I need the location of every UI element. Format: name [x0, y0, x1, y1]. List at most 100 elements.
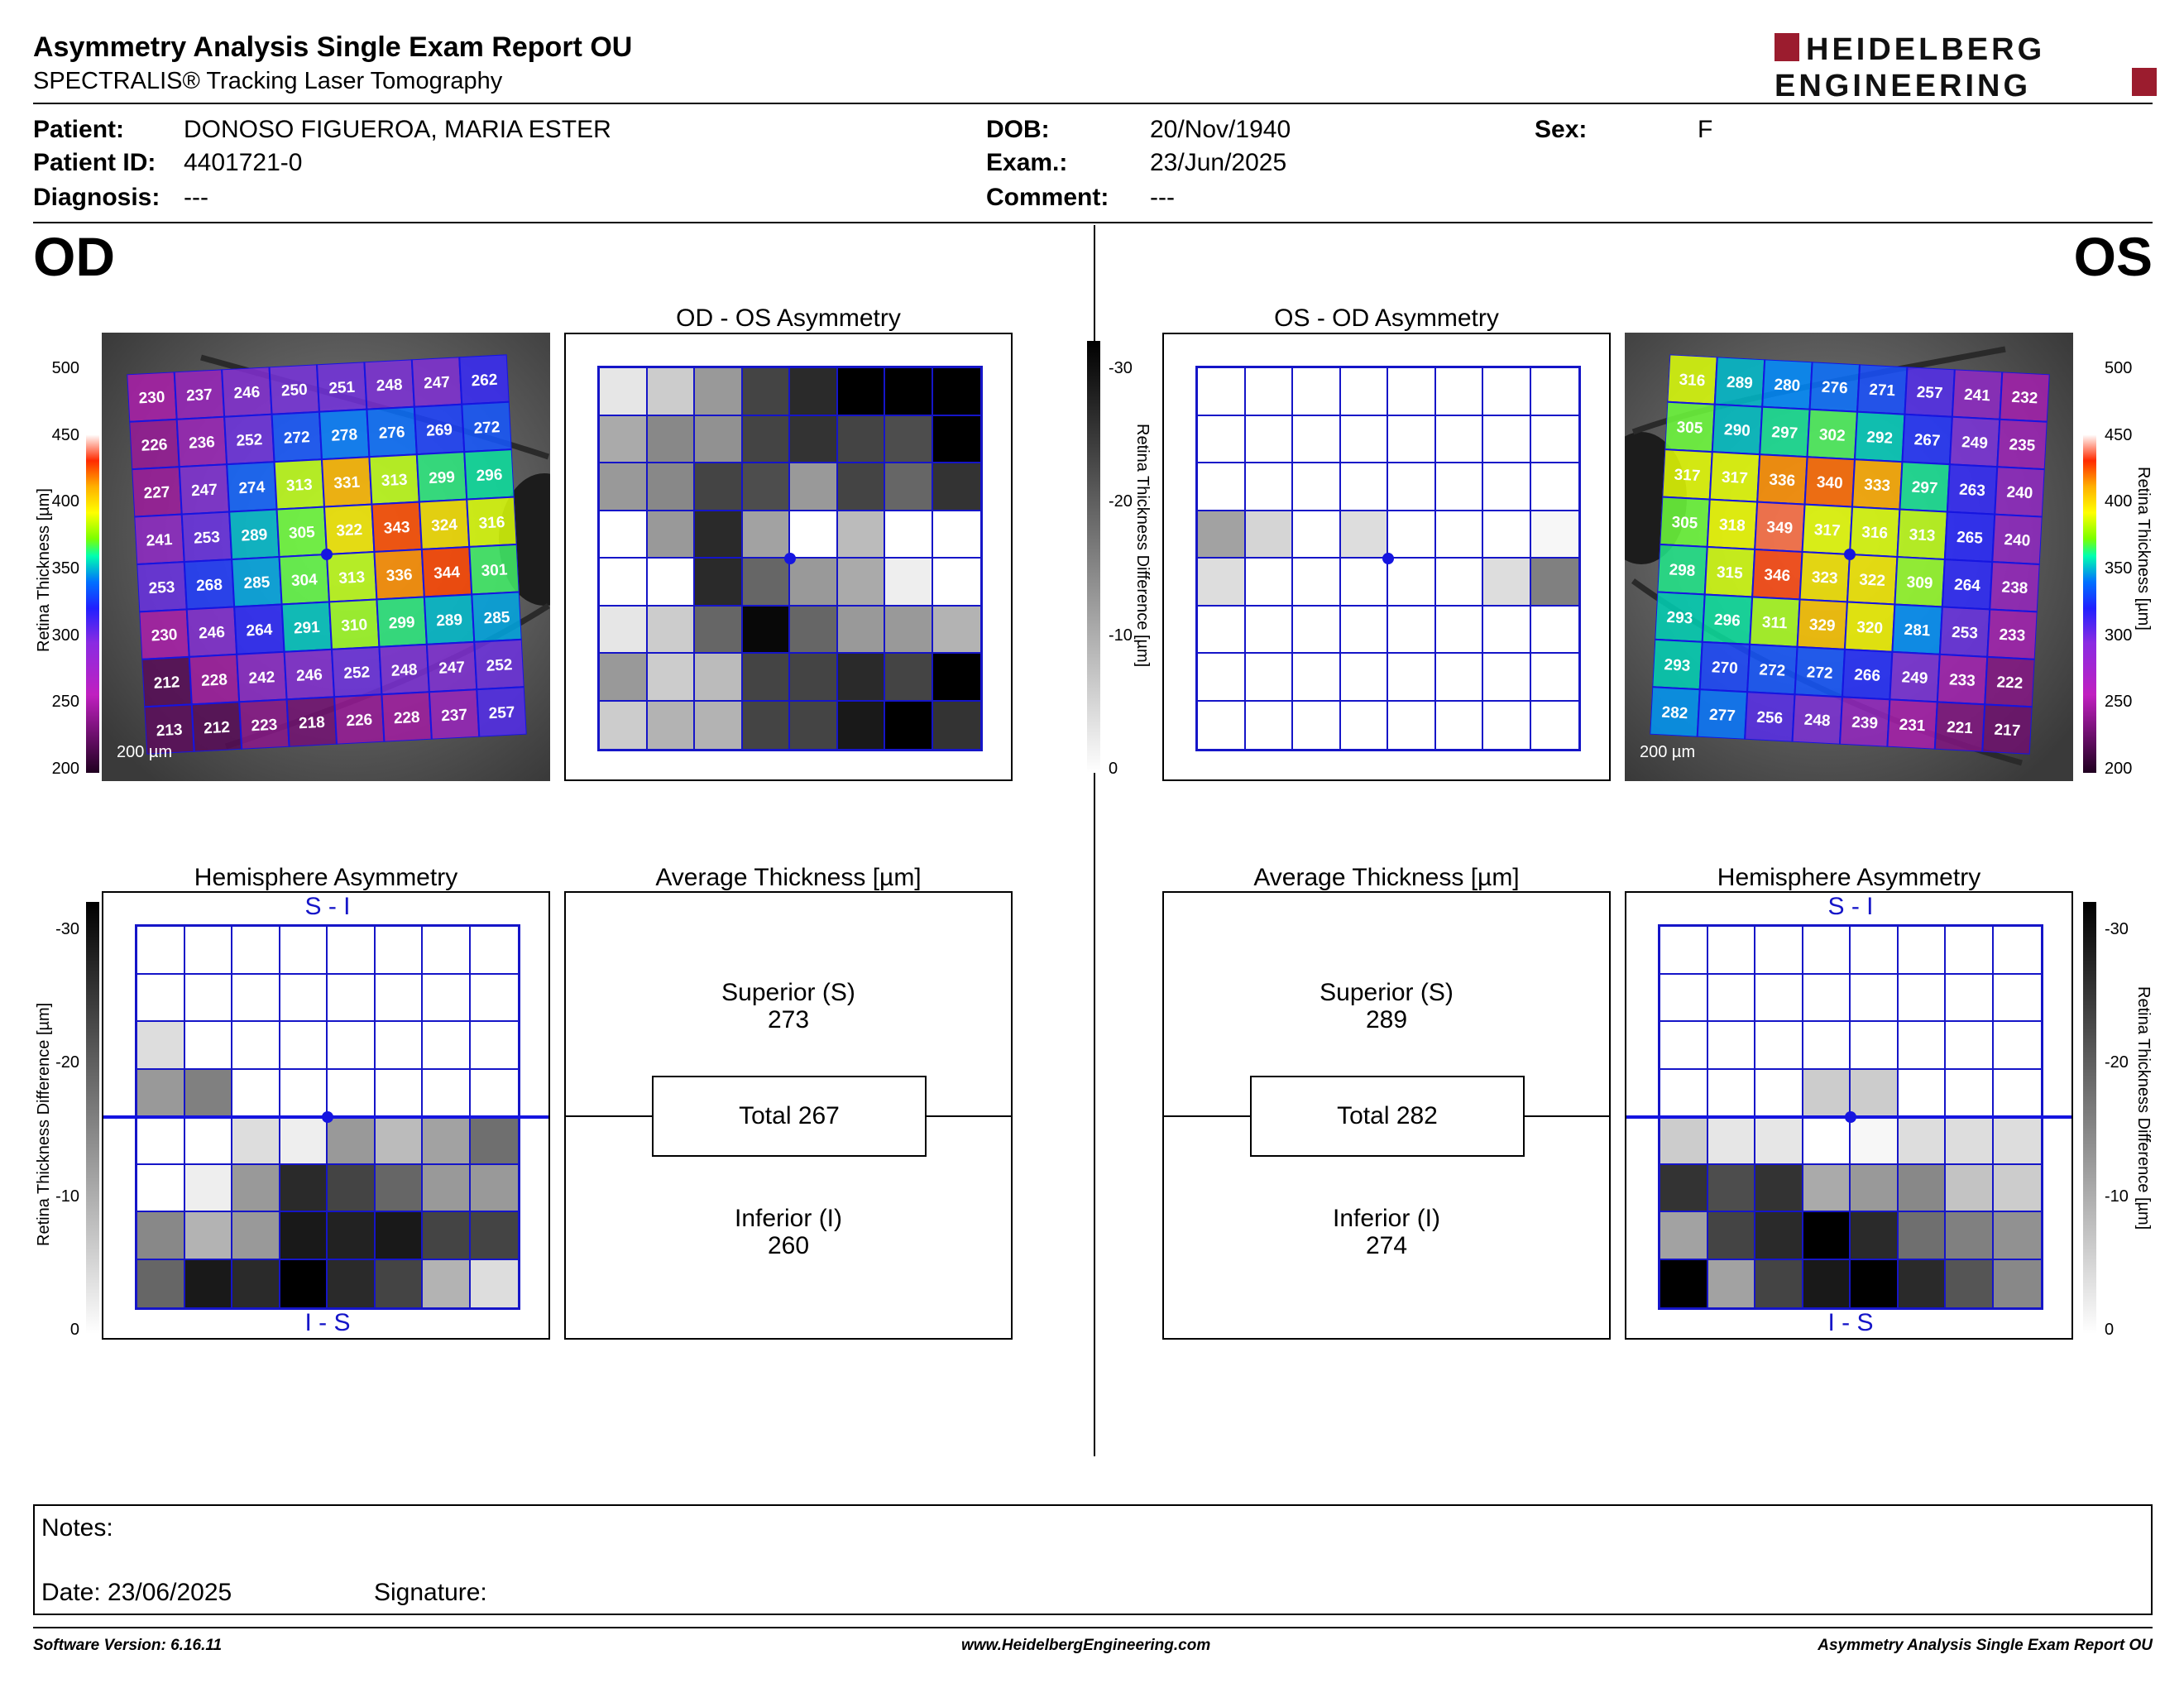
os-asym-cell: [1198, 701, 1246, 749]
os-thickness-tick: 200: [2105, 760, 2133, 778]
os-total-box: Total 282: [1250, 1076, 1525, 1157]
patient-label: Patient:: [33, 116, 125, 143]
date-label: Date: 23/06/2025: [41, 1579, 232, 1606]
os-hemi-cell: [1803, 1212, 1851, 1260]
od-thickness-value: 223: [251, 717, 278, 736]
os-asym-cell: [1483, 654, 1531, 702]
od-thickness-value: 264: [246, 621, 273, 640]
od-hemi-cell: [375, 1259, 423, 1307]
svg-text:ENGINEERING: ENGINEERING: [1774, 69, 2031, 99]
os-asym-cell: [1245, 606, 1293, 654]
os-avg-title: Average Thickness [µm]: [1253, 864, 1520, 891]
os-fovea-marker: [1844, 549, 1856, 560]
od-thickness-value: 227: [143, 484, 170, 503]
os-avg-panel: Superior (S) 289 Total 282 Inferior (I) …: [1162, 891, 1611, 1340]
od-hemi-cell: [375, 1117, 423, 1165]
od-thickness-value: 250: [280, 381, 308, 400]
od-thickness-value: 213: [156, 722, 183, 741]
od-hemi-cell: [232, 1069, 280, 1117]
od-asym-cell: [837, 654, 885, 702]
od-thickness-value: 248: [376, 376, 403, 396]
os-asym-cell: [1293, 701, 1341, 749]
os-thickness-value: 271: [1869, 381, 1896, 400]
od-superior-value: 273: [767, 1006, 810, 1033]
od-asym-cell: [885, 606, 933, 654]
os-thickness-value: 302: [1818, 426, 1846, 445]
od-hemi-cell: [137, 974, 185, 1022]
od-thickness-tick: 200: [51, 760, 79, 778]
os-thickness-value: 316: [1861, 524, 1889, 543]
patient-name: DONOSO FIGUEROA, MARIA ESTER: [184, 116, 611, 143]
od-asym-cell: [695, 606, 743, 654]
od-thickness-value: 291: [294, 619, 321, 638]
od-avg-panel: Superior (S) 273 Total 267 Inferior (I) …: [564, 891, 1013, 1340]
od-thickness-value: 212: [204, 719, 231, 738]
os-asym-cell: [1530, 606, 1578, 654]
comment-value: ---: [1150, 184, 1175, 211]
os-hemi-cell: [1660, 974, 1708, 1022]
os-asym-cell: [1530, 415, 1578, 463]
od-hemi-cell: [184, 1212, 232, 1260]
od-asym-cell: [600, 463, 648, 511]
od-hemi-cell: [423, 1259, 471, 1307]
os-hemi-cell: [1993, 1117, 2041, 1165]
od-asym-cell: [742, 511, 790, 559]
notes-box[interactable]: Notes: Date: 23/06/2025 Signature:: [33, 1504, 2153, 1615]
os-hemi-tick: -30: [2105, 920, 2129, 938]
os-hemi-grid: [1658, 924, 2043, 1310]
od-thickness-value: 262: [471, 372, 498, 391]
os-hemi-cell: [1851, 1212, 1899, 1260]
od-asym-cell: [600, 606, 648, 654]
os-hemi-cell: [1898, 1259, 1946, 1307]
od-hemi-cell: [137, 1164, 185, 1212]
od-thickness-value: 237: [186, 386, 213, 405]
od-asym-cell: [790, 701, 838, 749]
os-asym-cell: [1483, 606, 1531, 654]
od-hemi-tick: -10: [55, 1187, 79, 1206]
center-diff-tick: -30: [1109, 359, 1133, 377]
od-thickness-value: 310: [341, 616, 368, 635]
od-thickness-value: 247: [438, 659, 466, 678]
os-asym-fovea-marker: [1382, 553, 1394, 564]
od-asym-cell: [600, 559, 648, 607]
od-hemi-cell: [470, 1117, 518, 1165]
website-link[interactable]: www.HeidelbergEngineering.com: [961, 1637, 1211, 1654]
od-thickness-value: 237: [441, 707, 468, 726]
os-asym-cell: [1340, 415, 1388, 463]
os-asym-cell: [1435, 415, 1483, 463]
os-asym-cell: [1340, 463, 1388, 511]
od-asym-cell: [885, 511, 933, 559]
od-hemi-cell: [423, 1212, 471, 1260]
od-asym-cell: [647, 606, 695, 654]
od-thickness-tick: 500: [51, 359, 79, 377]
od-asym-cell: [837, 511, 885, 559]
os-asym-cell: [1340, 654, 1388, 702]
os-hemi-cell: [1993, 1164, 2041, 1212]
os-asym-cell: [1340, 511, 1388, 559]
os-hemi-title: Hemisphere Asymmetry: [1717, 864, 1981, 891]
os-asym-cell: [1483, 415, 1531, 463]
od-thickness-value: 228: [201, 671, 228, 690]
od-asym-title: OD - OS Asymmetry: [676, 305, 901, 332]
od-asym-cell: [647, 559, 695, 607]
od-asym-cell: [837, 415, 885, 463]
os-hemi-tick: -20: [2105, 1053, 2129, 1072]
od-thickness-value: 299: [388, 614, 415, 633]
os-asym-cell: [1435, 606, 1483, 654]
os-hemi-cell: [1851, 974, 1899, 1022]
od-hemi-cell: [280, 1259, 328, 1307]
diagnosis-value: ---: [184, 184, 208, 211]
od-hemi-cell: [470, 1022, 518, 1070]
od-thickness-value: 252: [486, 656, 513, 675]
os-thickness-value: 297: [1911, 479, 1938, 498]
od-hemi-fovea-marker: [322, 1111, 333, 1123]
os-asym-cell: [1293, 511, 1341, 559]
os-thickness-value: 305: [1676, 419, 1703, 438]
os-asym-cell: [1245, 654, 1293, 702]
os-asym-cell: [1198, 559, 1246, 607]
od-asym-cell: [742, 559, 790, 607]
software-version: Software Version: 6.16.11: [33, 1637, 223, 1654]
od-thickness-cell: [476, 686, 528, 738]
os-asym-cell: [1388, 654, 1436, 702]
os-hemi-cell: [1707, 1212, 1755, 1260]
